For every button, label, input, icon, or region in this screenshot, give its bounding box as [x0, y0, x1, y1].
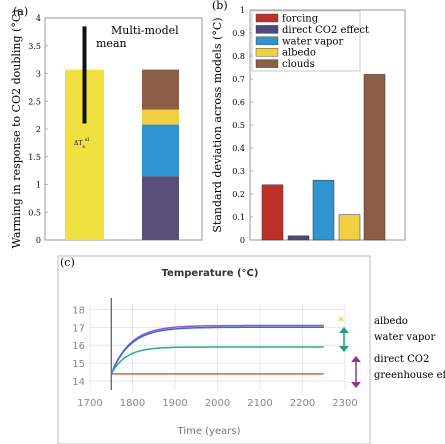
legend-swatch	[255, 48, 279, 57]
y-tick-label: 2	[36, 125, 41, 134]
y-tick-label: 0.3	[232, 167, 245, 176]
legend-label: forcing	[282, 14, 319, 25]
albedo-star-icon: *	[338, 315, 345, 330]
x-tick-label: 1900	[162, 398, 187, 409]
panel-c-grid	[89, 298, 346, 390]
panel-b-label: (b)	[212, 0, 228, 12]
y-tick-label: 0.9	[232, 29, 245, 38]
series-line-3	[110, 346, 324, 375]
panel-b-yticks: 0 0.1 0.2 0.3 0.4 0.5 0.6 0.7 0.8 0.9 1	[232, 6, 253, 245]
y-tick-label: 0.5	[28, 208, 41, 217]
x-tick-label: 2000	[205, 398, 230, 409]
panel-a: (a) Warming in response to CO2 doubling …	[10, 5, 203, 249]
panel-a-annotation: Multi-model mean	[96, 24, 182, 50]
y-tick-label: 3	[36, 70, 41, 79]
y-tick-label: 0.5	[232, 121, 245, 130]
legend-label: direct CO2 effect	[282, 25, 369, 36]
y-tick-label: 0.1	[232, 213, 245, 222]
y-tick-label: 0.8	[232, 52, 245, 61]
legend-label: albedo	[282, 48, 316, 59]
panel-c-title: Temperature (°C)	[162, 268, 259, 279]
panel-b-ylabel: Standard deviation across models (°C)	[211, 17, 224, 232]
legend-swatch	[255, 59, 279, 68]
bar-water-vapor	[312, 179, 335, 241]
delta-t-text: ΔT	[74, 140, 82, 147]
legend-swatch	[255, 13, 279, 23]
legend-label: water vapor	[282, 36, 343, 47]
y-tick-label: 17	[72, 323, 85, 334]
greenhouse-arrow-head-down	[351, 382, 361, 388]
annotation-water-vapor: water vapor	[374, 332, 435, 343]
bar-segment-greenhouse	[142, 176, 179, 240]
bar-segment-water-vapor	[142, 124, 179, 177]
annotation-line-1: Multi-model	[111, 24, 179, 37]
bar-direct-CO2-effect	[287, 235, 310, 241]
y-tick-label: 0	[36, 236, 41, 245]
y-tick-label: 0.4	[232, 144, 245, 153]
bar-clouds	[363, 74, 386, 241]
bar-segment-albedo	[142, 109, 179, 125]
y-tick-label: 14	[72, 377, 85, 388]
greenhouse-arrow-head-up	[351, 356, 361, 362]
y-tick-label: 4	[36, 14, 41, 23]
water-vapor-arrow-head-up	[339, 327, 349, 333]
y-tick-label: 1.5	[28, 153, 41, 162]
delta-t-sub: s	[82, 144, 85, 150]
water-vapor-arrow-head-down	[339, 346, 349, 352]
bar-segment-clouds	[142, 69, 179, 110]
y-tick-label: 0	[240, 236, 245, 245]
panel-a-label: (a)	[13, 5, 28, 18]
y-tick-label: 16	[72, 341, 85, 352]
panel-c-lines	[110, 324, 324, 375]
legend-swatch	[255, 36, 279, 45]
panel-a-yticks: 0 0.5 1 1.5 2 2.5 3 3.5 4	[28, 14, 48, 245]
y-tick-label: 3.5	[28, 42, 41, 51]
series-line-1	[110, 324, 324, 375]
delta-t-label: ΔTssl	[74, 137, 89, 150]
y-tick-label: 1	[240, 6, 245, 15]
panel-c-ticks: 14 15 16 17 18 1700 1800 1900 2000 2100 2200 2300	[72, 305, 357, 409]
delta-t-sup: sl	[85, 137, 90, 143]
series-line-2	[110, 326, 324, 375]
panel-b-bars	[261, 74, 386, 241]
legend-swatch	[255, 25, 279, 34]
y-tick-label: 0.6	[232, 98, 245, 107]
bar-albedo	[338, 214, 361, 241]
legend-label: clouds	[282, 59, 315, 70]
annotation-greenhouse: greenhouse ef	[374, 370, 445, 381]
panel-c-annotations: * albedo water vapor direct CO2 greenhouse e…	[338, 315, 445, 388]
panel-a-bars	[65, 26, 179, 241]
annotation-line-2: mean	[96, 37, 127, 50]
x-tick-label: 2200	[290, 398, 315, 409]
panel-a-ylabel: Warming in response to CO2 doubling (°C)	[10, 9, 23, 248]
y-tick-label: 0.7	[232, 75, 245, 84]
panel-c-label: (c)	[60, 256, 75, 269]
x-tick-label: 2100	[247, 398, 272, 409]
panel-b: (b) Standard deviation across models (°C…	[211, 0, 406, 245]
panel-c-frame	[57, 255, 371, 444]
y-tick-label: 1	[36, 181, 41, 190]
y-tick-label: 18	[72, 305, 85, 316]
y-tick-label: 0.2	[232, 190, 245, 199]
bar-forcing	[261, 184, 284, 241]
x-tick-label: 1800	[120, 398, 145, 409]
x-tick-label: 1700	[77, 398, 102, 409]
annotation-direct-co2: direct CO2	[374, 354, 429, 365]
x-tick-label: 2300	[332, 398, 357, 409]
y-tick-label: 15	[72, 359, 85, 370]
y-tick-label: 2.5	[28, 97, 41, 106]
annotation-albedo: albedo	[374, 316, 408, 327]
panel-c-xlabel: Time (years)	[177, 426, 241, 437]
